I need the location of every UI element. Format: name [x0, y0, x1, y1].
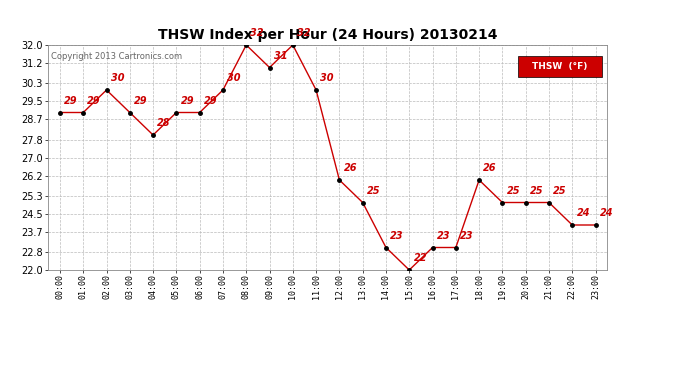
Text: 30: 30	[320, 73, 334, 83]
Text: 29: 29	[64, 96, 77, 105]
Text: 30: 30	[227, 73, 241, 83]
FancyBboxPatch shape	[518, 56, 602, 76]
Text: Copyright 2013 Cartronics.com: Copyright 2013 Cartronics.com	[51, 52, 182, 61]
Text: 22: 22	[413, 253, 427, 263]
Text: 29: 29	[88, 96, 101, 105]
Text: 26: 26	[483, 163, 497, 173]
Text: 32: 32	[297, 28, 310, 38]
Text: THSW  (°F): THSW (°F)	[532, 62, 587, 71]
Title: THSW Index per Hour (24 Hours) 20130214: THSW Index per Hour (24 Hours) 20130214	[158, 28, 497, 42]
Text: 23: 23	[460, 231, 473, 240]
Text: 25: 25	[367, 186, 380, 195]
Text: 23: 23	[437, 231, 450, 240]
Text: 29: 29	[204, 96, 217, 105]
Text: 23: 23	[390, 231, 404, 240]
Text: 29: 29	[181, 96, 194, 105]
Text: 31: 31	[274, 51, 287, 60]
Text: 25: 25	[553, 186, 566, 195]
Text: 30: 30	[110, 73, 124, 83]
Text: 26: 26	[344, 163, 357, 173]
Text: 28: 28	[157, 118, 170, 128]
Text: 32: 32	[250, 28, 264, 38]
Text: 29: 29	[134, 96, 148, 105]
Text: 24: 24	[576, 208, 590, 218]
Text: 25: 25	[506, 186, 520, 195]
Text: 24: 24	[600, 208, 613, 218]
Text: 25: 25	[530, 186, 543, 195]
